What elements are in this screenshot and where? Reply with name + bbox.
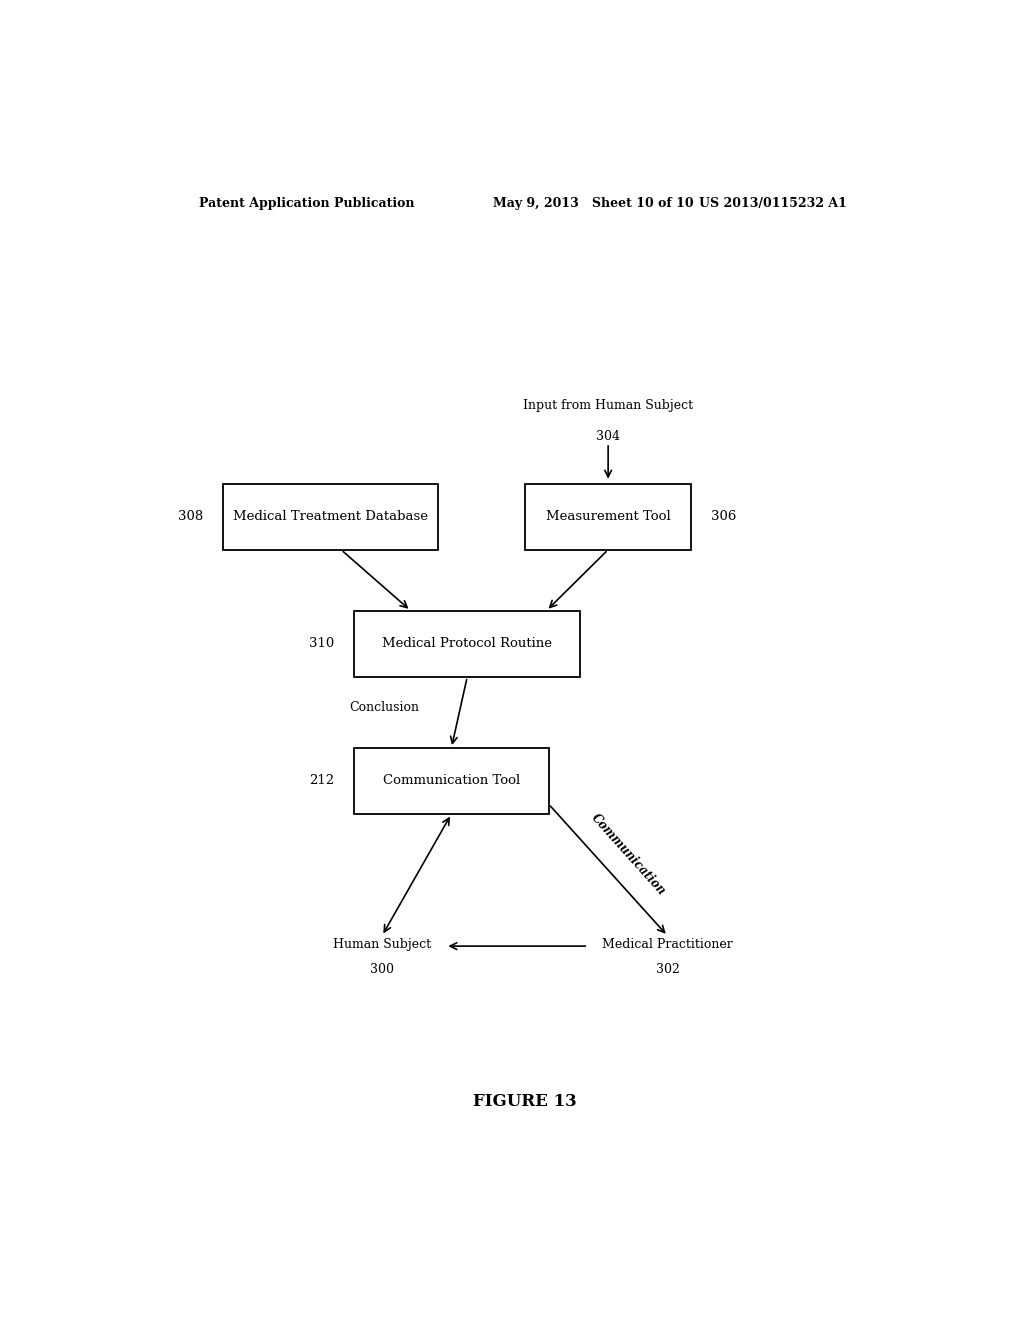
Text: Human Subject: Human Subject xyxy=(333,939,431,952)
Text: Communication: Communication xyxy=(588,812,668,898)
Text: 306: 306 xyxy=(712,511,736,523)
Bar xyxy=(223,483,437,549)
Text: 310: 310 xyxy=(309,638,334,651)
Text: 300: 300 xyxy=(370,964,394,977)
Text: May 9, 2013   Sheet 10 of 10: May 9, 2013 Sheet 10 of 10 xyxy=(494,197,693,210)
Text: Medical Protocol Routine: Medical Protocol Routine xyxy=(382,638,552,651)
Text: Conclusion: Conclusion xyxy=(349,701,420,714)
Text: 304: 304 xyxy=(596,430,621,442)
Text: Medical Practitioner: Medical Practitioner xyxy=(602,939,733,952)
Text: US 2013/0115232 A1: US 2013/0115232 A1 xyxy=(699,197,847,210)
Text: 212: 212 xyxy=(309,775,334,788)
Text: Communication Tool: Communication Tool xyxy=(383,775,520,788)
Bar xyxy=(524,483,691,549)
Bar xyxy=(354,611,581,677)
Text: Measurement Tool: Measurement Tool xyxy=(546,511,671,523)
Text: Medical Treatment Database: Medical Treatment Database xyxy=(232,511,428,523)
Text: Input from Human Subject: Input from Human Subject xyxy=(523,400,693,412)
Text: 308: 308 xyxy=(178,511,204,523)
Bar xyxy=(354,748,549,814)
Text: FIGURE 13: FIGURE 13 xyxy=(473,1093,577,1110)
Text: 302: 302 xyxy=(655,964,680,977)
Text: Patent Application Publication: Patent Application Publication xyxy=(200,197,415,210)
